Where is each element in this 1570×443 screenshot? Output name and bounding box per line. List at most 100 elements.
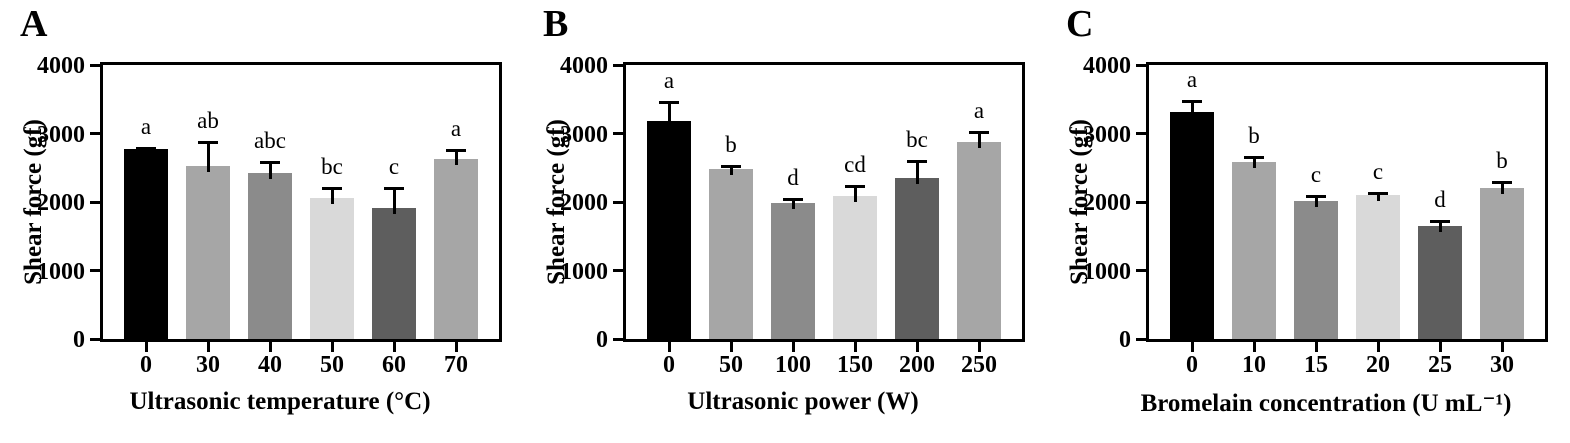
x-tick-mark: [392, 342, 396, 352]
error-bar-cap: [1368, 191, 1388, 195]
x-tick-mark: [206, 342, 210, 352]
bar-0: [647, 120, 691, 339]
x-tick-label: 10: [1242, 352, 1266, 378]
x-tick-mark: [915, 342, 919, 352]
significance-letter: bc: [321, 153, 343, 179]
significance-letter: c: [1310, 161, 1322, 187]
error-bar-cap: [845, 184, 865, 188]
bar-60: [372, 208, 416, 339]
significance-letter: a: [973, 98, 985, 124]
x-tick-mark: [1314, 342, 1318, 352]
x-tick-label: 200: [899, 352, 935, 378]
x-tick-mark: [1376, 342, 1380, 352]
significance-letter: b: [1496, 147, 1508, 173]
x-tick-label: 70: [444, 352, 468, 378]
error-bar-cap: [1430, 219, 1450, 223]
y-tick-mark: [613, 63, 623, 67]
y-tick-label: 3000: [1083, 121, 1131, 148]
bar-30: [1480, 188, 1524, 339]
x-tick-label: 15: [1304, 352, 1328, 378]
bar-100: [771, 202, 815, 339]
x-tick-label: 25: [1428, 352, 1452, 378]
error-bar-cap: [322, 186, 342, 190]
x-tick-label: 60: [382, 352, 406, 378]
x-tick-label: 0: [663, 352, 675, 378]
x-tick-mark: [1438, 342, 1442, 352]
y-tick-label: 2000: [560, 190, 608, 216]
error-bar-line: [667, 100, 671, 127]
panel-b-letter: B: [543, 3, 569, 45]
y-tick-mark: [1136, 132, 1146, 135]
error-bar-cap: [721, 165, 741, 169]
significance-letter: a: [663, 67, 675, 93]
y-tick-label: 0: [596, 327, 608, 353]
significance-letter: ab: [197, 108, 219, 134]
error-bar-line: [144, 146, 148, 156]
x-tick-label: 100: [775, 352, 811, 378]
error-bar-line: [392, 186, 396, 215]
error-bar-cap: [659, 100, 679, 104]
error-bar-cap: [1492, 180, 1512, 184]
bar-0: [1170, 112, 1214, 339]
error-bar-line: [729, 165, 733, 176]
error-bar-line: [1252, 156, 1256, 168]
significance-letter: c: [388, 153, 400, 179]
x-tick-mark: [1252, 342, 1256, 352]
y-tick-label: 2000: [1083, 190, 1131, 216]
error-bar-line: [330, 186, 334, 204]
error-bar-line: [1500, 180, 1504, 195]
y-tick-mark: [90, 63, 100, 67]
y-tick-label: 4000: [1083, 53, 1131, 79]
y-tick-label: 3000: [37, 121, 85, 148]
panel-a-plot-area: 0 1000 2000 3000 4000 a 0 ab 30 abc 40 bc 50 c 60 a 70: [37, 54, 502, 377]
error-bar-line: [977, 131, 981, 148]
panel-c-letter: C: [1066, 3, 1094, 45]
bar-0: [124, 149, 168, 339]
error-bar-cap: [1244, 156, 1264, 160]
y-tick-mark: [613, 200, 623, 204]
bar-50: [310, 197, 354, 339]
x-tick-label: 30: [1490, 352, 1514, 378]
x-tick-mark: [791, 342, 795, 352]
y-tick-mark: [1136, 200, 1146, 204]
y-tick-mark: [1136, 63, 1146, 67]
error-bar-cap: [446, 148, 466, 152]
significance-letter: c: [1372, 158, 1384, 184]
bar-250: [957, 141, 1001, 339]
x-tick-mark: [853, 342, 857, 352]
x-tick-label: 0: [140, 352, 152, 378]
error-bar-cap: [783, 197, 803, 201]
x-tick-label: 20: [1366, 352, 1390, 378]
error-bar-line: [791, 197, 795, 209]
bar-50: [709, 169, 753, 339]
y-tick-mark: [613, 337, 623, 341]
error-bar-line: [1190, 99, 1194, 119]
y-tick-mark: [90, 200, 100, 204]
panel-a: A Shear force (gf) 0 1000 2000 3000 4000 a 0 ab…: [0, 0, 523, 443]
y-tick-mark: [613, 269, 623, 272]
error-bar-cap: [1182, 99, 1202, 103]
significance-letter: bc: [906, 126, 928, 152]
y-tick-mark: [1136, 337, 1146, 341]
bar-30: [186, 165, 230, 339]
error-bar-line: [268, 160, 272, 180]
bar-10: [1232, 161, 1276, 339]
significance-letter: cd: [844, 151, 866, 177]
y-tick-label: 0: [1119, 327, 1131, 353]
significance-letter: d: [1434, 186, 1446, 212]
y-tick-label: 4000: [560, 53, 608, 79]
significance-letter: abc: [254, 127, 286, 153]
x-tick-label: 30: [196, 352, 220, 378]
panel-c-x-axis-title: Bromelain concentration (U mL⁻¹): [1140, 390, 1512, 417]
panel-a-x-axis-title: Ultrasonic temperature (°C): [129, 388, 431, 415]
y-tick-label: 1000: [560, 258, 608, 285]
panel-a-letter: A: [20, 3, 48, 45]
error-bar-cap: [384, 186, 404, 190]
y-tick-label: 4000: [37, 53, 85, 79]
significance-letter: b: [1248, 123, 1260, 149]
panel-c: C Shear force (gf) 0 1000 2000 3000 4000 a 0 b 1…: [1046, 0, 1570, 443]
x-tick-label: 50: [719, 352, 743, 378]
error-bar-line: [915, 159, 919, 185]
y-tick-mark: [90, 337, 100, 341]
